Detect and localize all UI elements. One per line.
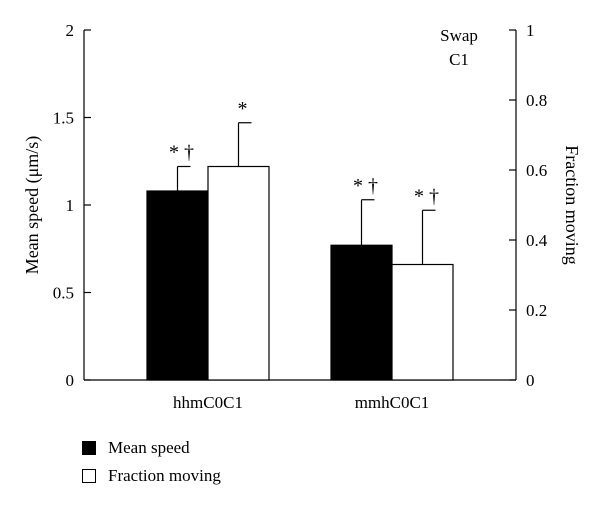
x-category-label: mmhC0C1 [355,393,430,412]
y-tick-label-right: 1 [526,21,535,40]
y-tick-label-left: 0 [66,371,75,390]
significance-marker: * † [353,175,378,197]
annotation-line-1: Swap [440,26,478,45]
annotation-line-2: C1 [449,50,469,69]
significance-marker: * † [169,142,194,164]
bars [146,165,454,381]
y-tick-label-left: 1 [66,196,75,215]
legend-item-mean-speed: Mean speed [82,434,221,462]
y-tick-label-left: 0.5 [53,284,74,303]
y-tick-label-right: 0 [526,371,535,390]
legend-label: Mean speed [108,438,190,457]
y-tick-label-right: 0.8 [526,91,547,110]
bar-mean-speed [330,244,393,381]
error-bars [176,122,436,265]
bar-fraction-moving [207,165,270,381]
x-category-label: hhmC0C1 [173,393,243,412]
legend-swatch-black [82,441,96,455]
legend: Mean speed Fraction moving [82,434,221,490]
y-tick-label-right: 0.2 [526,301,547,320]
legend-item-fraction-moving: Fraction moving [82,462,221,490]
significance-marker: * † [414,185,439,207]
legend-swatch-white [82,469,96,483]
significance-marker: * [238,98,248,120]
y-tick-label-right: 0.6 [526,161,547,180]
y-tick-label-left: 2 [66,21,75,40]
bar-chart: 0 0.5 1 1.5 2 0 0.2 0.4 0.6 0.8 1 hhmC0C1 * † * mmhC0C… [22,21,582,412]
y-tick-label-left: 1.5 [53,109,74,128]
bar-fraction-moving [391,263,454,381]
y-axis-title-right: Fraction moving [562,145,582,265]
labels: 0 0.5 1 1.5 2 0 0.2 0.4 0.6 0.8 1 hhmC0C1 * † * mmhC0C… [53,21,548,412]
y-tick-label-right: 0.4 [526,231,548,250]
bar-mean-speed [146,190,209,381]
y-axis-title-left: Mean speed (μm/s) [22,136,43,275]
legend-label: Fraction moving [108,466,221,485]
